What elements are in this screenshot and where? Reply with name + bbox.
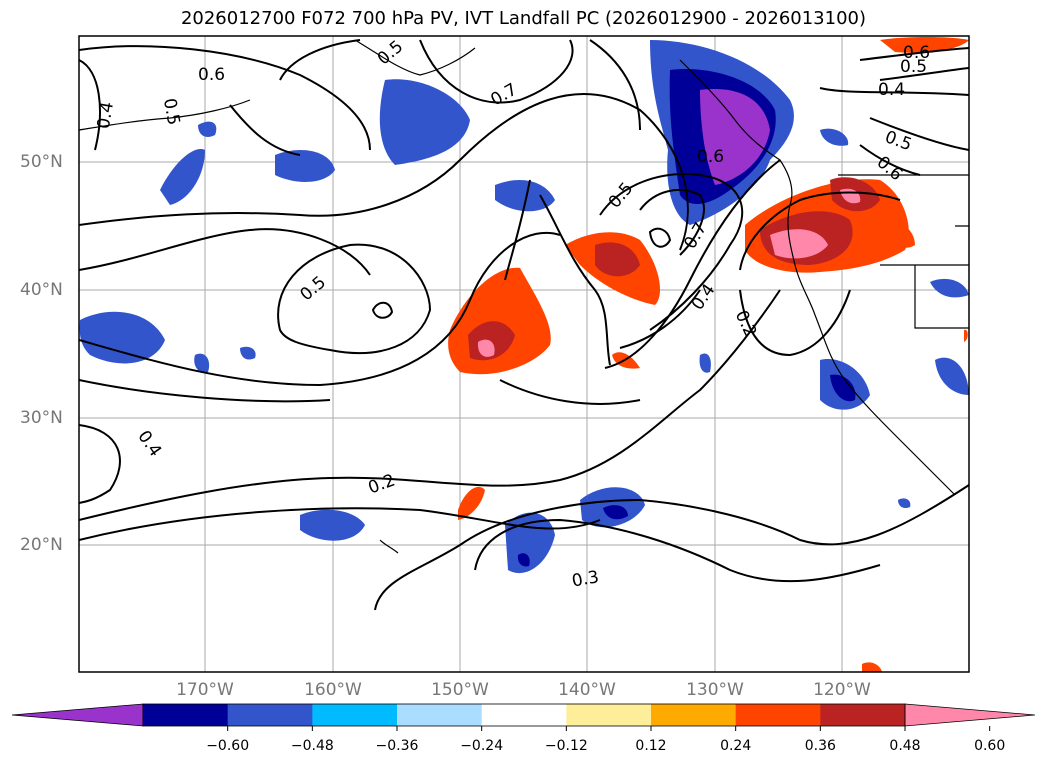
- colorbar-extend-high: [904, 703, 1036, 727]
- lon-label: 160°W: [304, 680, 362, 700]
- contour-label: 0.4: [94, 100, 118, 130]
- colorbar-tick-label: −0.36: [375, 738, 419, 754]
- lat-label: 20°N: [20, 535, 63, 555]
- colorbar-swatch: [143, 704, 229, 726]
- contour-label: 0.4: [133, 427, 165, 461]
- contour-label: 0.2: [731, 307, 761, 340]
- contour-label: 0.3: [570, 567, 600, 591]
- contour-label: 0.5: [882, 127, 914, 155]
- colorbar-swatch: [735, 704, 821, 726]
- colorbar-swatch: [651, 704, 737, 726]
- lon-label: 130°W: [686, 680, 744, 700]
- pv-contours: [79, 39, 969, 611]
- colorbar-tick-label: −0.24: [460, 738, 504, 754]
- colorbar-swatch: [820, 704, 906, 726]
- colorbar-tick-label: 0.36: [804, 738, 836, 754]
- map-panel: 0.6 0.4 0.5 0.7 0.5 0.6 0.5 0.4 0.5 0.6 …: [78, 35, 970, 673]
- colorbar-tick-label: −0.12: [544, 738, 588, 754]
- contour-label: 0.5: [159, 97, 183, 127]
- contour-label: 0.2: [366, 470, 398, 498]
- lon-label: 170°W: [176, 680, 234, 700]
- colorbar-tick-label: 0.24: [720, 738, 752, 754]
- lon-label: 120°W: [813, 680, 871, 700]
- colorbar-swatch: [227, 704, 313, 726]
- colorbar-extend-low: [11, 703, 144, 727]
- contour-label: 0.6: [903, 43, 930, 63]
- colorbar-swatch: [312, 704, 398, 726]
- contour-label: 0.7: [487, 80, 520, 111]
- contour-label: 0.5: [374, 37, 408, 70]
- positive-shading: [448, 37, 969, 672]
- lat-label: 40°N: [20, 280, 63, 300]
- colorbar-outline: [142, 703, 906, 727]
- contour-label: 0.5: [605, 179, 638, 213]
- lat-label: 30°N: [20, 408, 63, 428]
- colorbar-tick-label: 0.48: [889, 738, 921, 754]
- lon-label: 140°W: [558, 680, 616, 700]
- lat-label: 50°N: [20, 152, 63, 172]
- colorbar-tick-label: −0.60: [206, 738, 250, 754]
- contour-label: 0.4: [878, 80, 905, 100]
- colorbar-tick-label: 0.12: [635, 738, 667, 754]
- lon-label: 150°W: [431, 680, 489, 700]
- contour-label: 0.5: [296, 272, 330, 305]
- colorbar: [11, 703, 1036, 731]
- colorbar-tick-label: −0.48: [290, 738, 334, 754]
- coastlines: [79, 39, 969, 554]
- colorbar-swatch: [397, 704, 483, 726]
- colorbar-swatch: [481, 704, 567, 726]
- contour-label: 0.6: [697, 147, 724, 167]
- colorbar-tick-label: 0.60: [974, 738, 1006, 754]
- contour-label: 0.6: [198, 65, 225, 85]
- contour-label: 0.5: [900, 57, 927, 77]
- colorbar-swatch: [566, 704, 652, 726]
- map-border: [78, 35, 970, 673]
- colorbar-swatches: [11, 703, 1036, 731]
- map-title: 2026012700 F072 700 hPa PV, IVT Landfall…: [180, 8, 867, 29]
